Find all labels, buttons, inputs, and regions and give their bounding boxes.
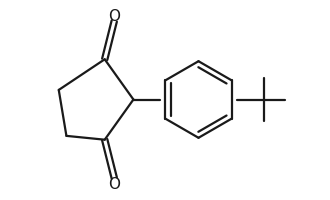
- Text: O: O: [108, 9, 120, 24]
- Text: O: O: [108, 176, 120, 191]
